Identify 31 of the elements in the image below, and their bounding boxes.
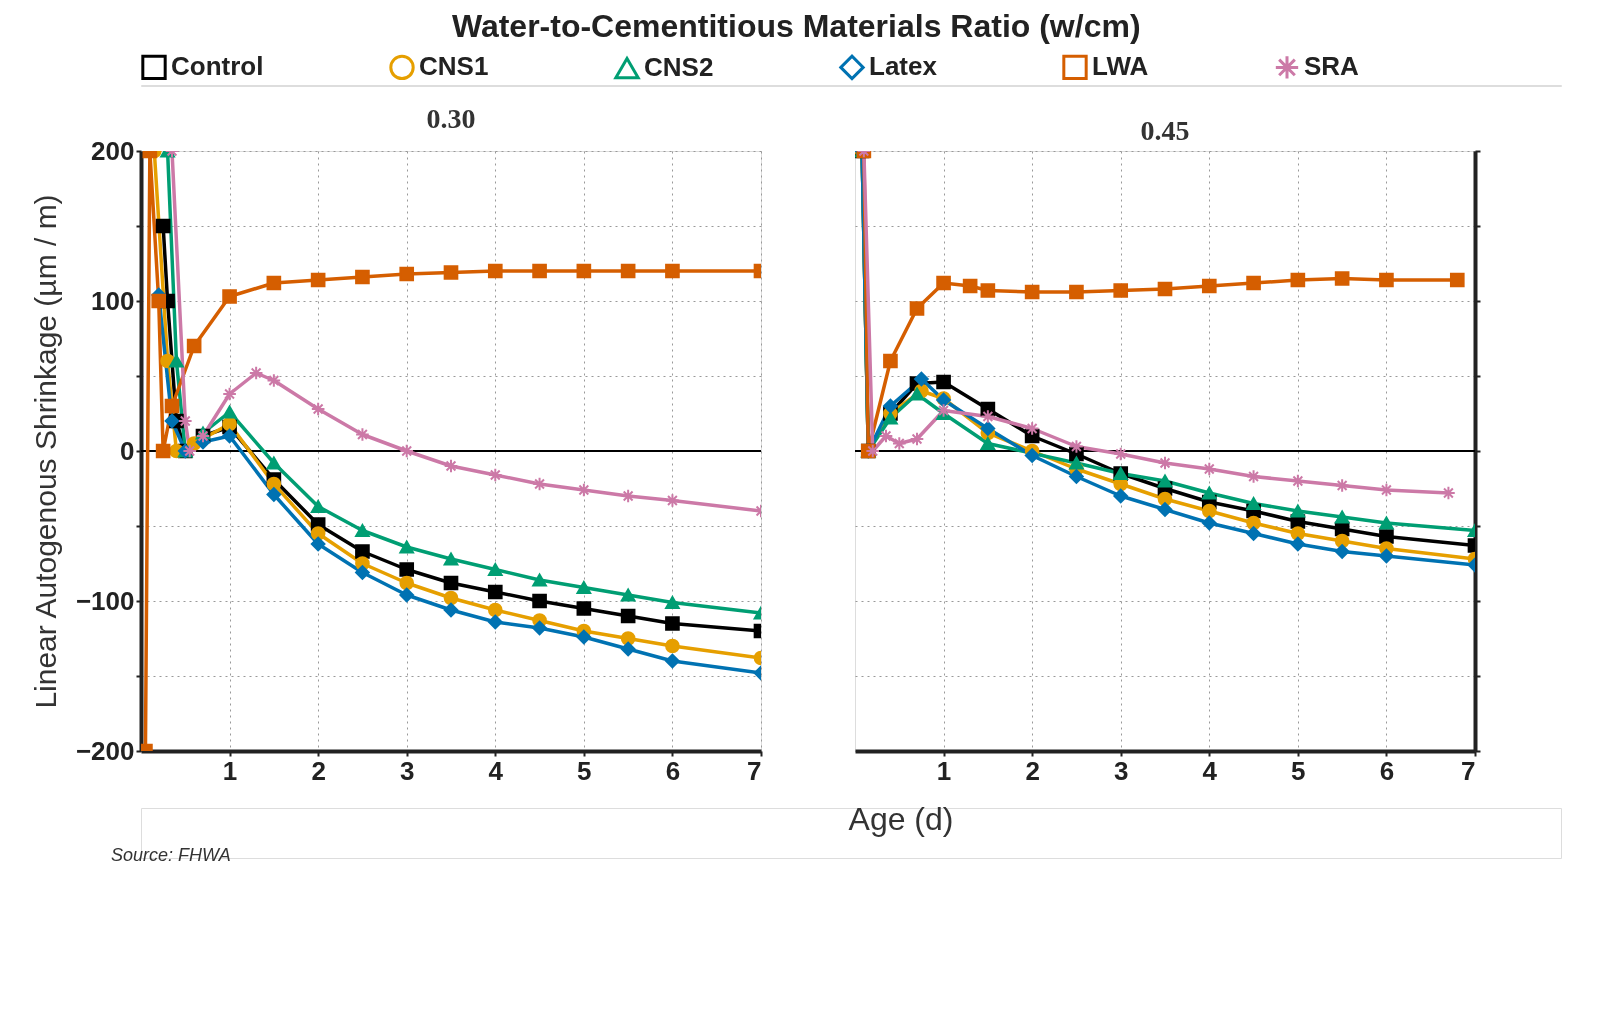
x-tick-label: 4 bbox=[1202, 755, 1218, 786]
x-axis-title: Age (d) bbox=[848, 801, 954, 837]
chart-title: Water-to-Cementitious Materials Ratio (w/cm) bbox=[451, 7, 1141, 44]
source-note: Source: FHWA bbox=[111, 845, 231, 865]
y-tick-label: −100 bbox=[75, 585, 135, 616]
x-tick-label: 1 bbox=[222, 755, 238, 786]
legend-label: LWA bbox=[1092, 51, 1149, 82]
x-tick-label: 2 bbox=[311, 755, 326, 786]
chart-subtitle: 0.45 bbox=[1140, 115, 1190, 146]
y-tick-label: 0 bbox=[120, 435, 135, 466]
x-tick-label: 3 bbox=[399, 755, 415, 786]
legend-label: Control bbox=[171, 51, 264, 82]
y-tick-label: −200 bbox=[75, 735, 135, 766]
x-tick-label: 5 bbox=[1291, 755, 1306, 786]
y-tick-label: 200 bbox=[91, 135, 135, 166]
chart-subtitle: 0.30 bbox=[426, 103, 476, 134]
legend-label: CNS1 bbox=[419, 51, 489, 82]
x-tick-label: 7 bbox=[1461, 755, 1476, 786]
legend-label: SRA bbox=[1304, 51, 1360, 82]
x-tick-label: 6 bbox=[1379, 755, 1395, 786]
legend-label: CNS2 bbox=[644, 52, 714, 83]
legend-label: Latex bbox=[869, 51, 938, 82]
x-tick-label: 6 bbox=[665, 755, 681, 786]
x-tick-label: 1 bbox=[936, 755, 952, 786]
x-tick-label: 2 bbox=[1025, 755, 1040, 786]
x-tick-label: 4 bbox=[488, 755, 504, 786]
y-tick-label: 100 bbox=[91, 285, 135, 316]
x-tick-label: 3 bbox=[1113, 755, 1129, 786]
x-tick-label: 7 bbox=[747, 755, 762, 786]
x-tick-label: 5 bbox=[577, 755, 592, 786]
y-axis-title: Linear Autogenous Shrinkage (µm / m) bbox=[28, 194, 62, 709]
